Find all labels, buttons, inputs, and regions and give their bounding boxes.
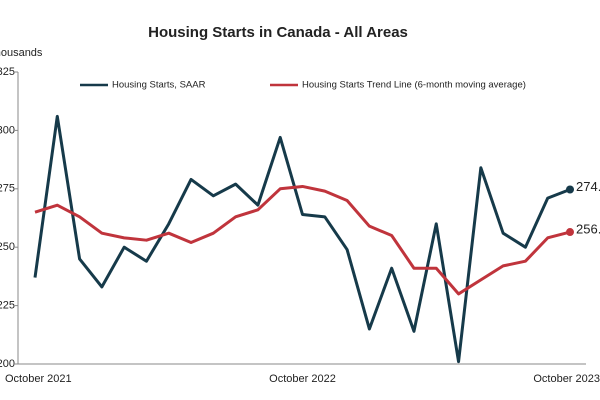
y-tick-label: 275	[0, 183, 15, 195]
end-marker	[566, 228, 574, 237]
series-line	[34, 184, 571, 296]
data-label: 256.5	[576, 221, 600, 236]
y-axis-label: Thousands	[0, 47, 43, 59]
y-tick-label: 300	[0, 124, 15, 136]
data-label: 274.7	[576, 179, 600, 194]
end-marker	[566, 185, 574, 194]
legend-label: Housing Starts, SAAR	[112, 80, 206, 91]
series-line	[33, 114, 571, 364]
x-tick-label: October 2023	[533, 373, 600, 385]
y-tick-label: 325	[0, 66, 15, 78]
y-tick-label: 200	[0, 358, 15, 370]
chart-title: Housing Starts in Canada - All Areas	[148, 24, 408, 41]
y-tick-label: 250	[0, 241, 15, 253]
y-tick-label: 225	[0, 300, 15, 312]
x-tick-label: October 2022	[269, 373, 336, 385]
legend-label: Housing Starts Trend Line (6-month movin…	[302, 80, 526, 91]
x-tick-label: October 2021	[5, 373, 72, 385]
